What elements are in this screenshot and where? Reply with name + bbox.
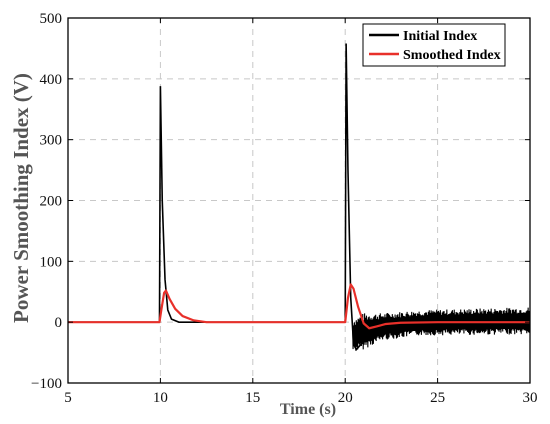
x-tick-label: 20 bbox=[338, 390, 353, 406]
legend-label-initial-index: Initial Index bbox=[403, 29, 477, 44]
plot-area bbox=[68, 43, 530, 351]
y-tick-label: 400 bbox=[40, 72, 63, 88]
y-tick-label: −100 bbox=[31, 376, 62, 392]
y-tick-label: 100 bbox=[40, 254, 63, 270]
x-tick-label: 15 bbox=[245, 390, 260, 406]
legend-label-smoothed-index: Smoothed Index bbox=[403, 48, 501, 63]
y-tick-label: 500 bbox=[40, 11, 63, 27]
x-tick-label: 10 bbox=[153, 390, 168, 406]
x-tick-label: 5 bbox=[64, 390, 72, 406]
x-tick-label: 25 bbox=[430, 390, 445, 406]
series-smoothed-index-line bbox=[68, 283, 530, 330]
axis-ticks bbox=[67, 17, 531, 384]
series-initial-index-line bbox=[68, 43, 530, 351]
legend-box bbox=[362, 23, 506, 67]
y-tick-label: 300 bbox=[40, 133, 63, 149]
y-tick-label: 0 bbox=[55, 315, 63, 331]
x-tick-label: 30 bbox=[523, 390, 538, 406]
y-tick-label: 200 bbox=[40, 194, 63, 210]
x-axis-label: Time (s) bbox=[280, 401, 336, 418]
series-initial-index-oscillation bbox=[352, 307, 530, 351]
tick-labels: 5 10 15 20 25 30 −100 0 100 200 300 400 500 bbox=[31, 11, 537, 406]
legend: Initial Index Smoothed Index bbox=[362, 23, 506, 67]
y-axis-label: Power Smoothing Index (V) bbox=[9, 73, 33, 323]
